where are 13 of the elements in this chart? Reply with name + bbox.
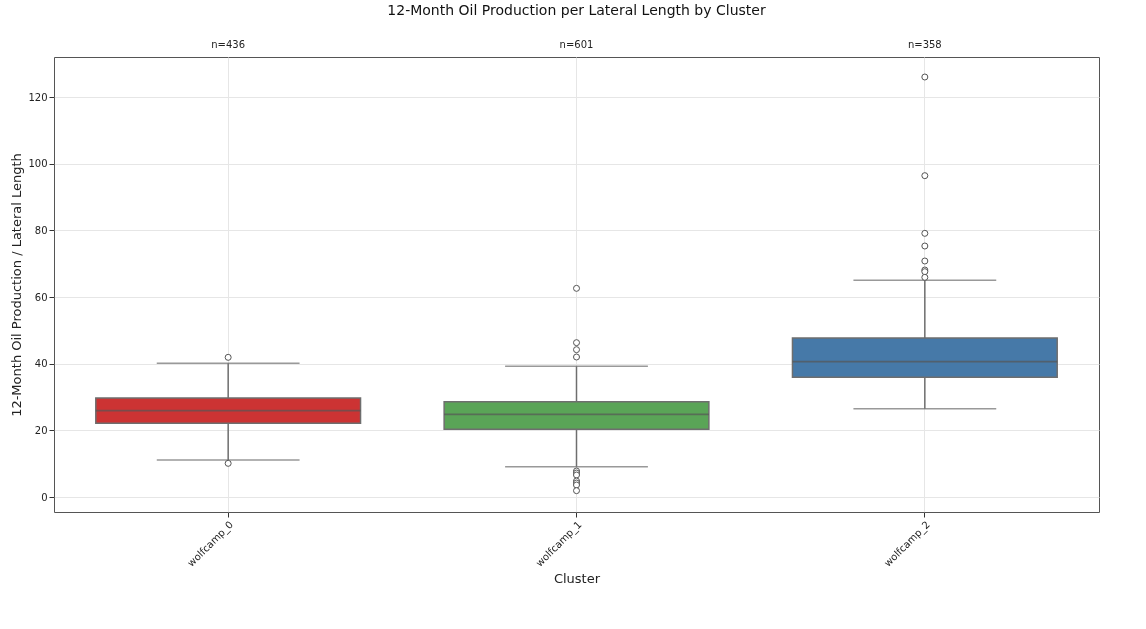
x-axis-title: Cluster [553, 570, 601, 586]
y-tick-label: 60 [34, 291, 48, 303]
y-tick-label: 40 [34, 358, 48, 370]
y-tick-label: 100 [28, 158, 48, 170]
y-tick-label: 20 [34, 424, 48, 436]
y-tick-label: 120 [28, 91, 48, 103]
y-axis-title: 12-Month Oil Production / Lateral Length [9, 153, 25, 417]
chart-title: 12-Month Oil Production per Lateral Length by Cluster [387, 2, 766, 18]
text: n=601 [559, 39, 594, 50]
y-tick-label: 0 [41, 491, 48, 503]
text: n=436 [211, 39, 246, 50]
y-tick-label: 80 [34, 224, 48, 236]
text: n=358 [907, 39, 942, 50]
